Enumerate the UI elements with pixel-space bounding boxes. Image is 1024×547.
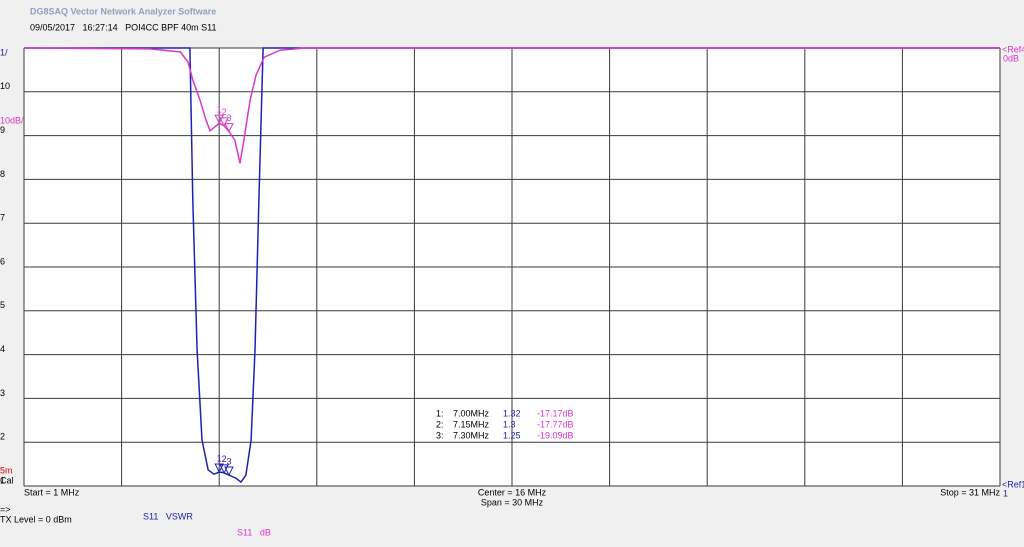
- marker-name: 1: [217, 453, 222, 463]
- marker-vswr: 1.3: [503, 419, 516, 429]
- marker-triangle: [224, 123, 234, 133]
- span-label: Span = 30 MHz: [481, 497, 544, 507]
- app-title: DG8SAQ Vector Network Analyzer Software: [30, 6, 216, 16]
- marker-vswr: 1.32: [503, 408, 521, 418]
- ref-bottom: <Ref1: [1002, 479, 1024, 489]
- arrow: =>: [0, 504, 11, 514]
- ref-bottom-value: 1: [1003, 488, 1008, 498]
- marker-name: 3: [226, 456, 231, 466]
- marker-name: 3: [226, 113, 231, 123]
- y2-tick-label: 0dB: [1003, 53, 1019, 63]
- marker-row-label: 1:: [436, 408, 444, 418]
- marker-db: -19.09dB: [537, 430, 574, 440]
- y2-scale-label: 10dB/: [0, 115, 24, 125]
- y-tick-label: 8: [0, 169, 5, 179]
- y-tick-label: 3: [0, 388, 5, 398]
- trace: [24, 47, 1000, 484]
- info-line: 09/05/2017 16:27:14 POI4CC BPF 40m S11: [30, 22, 216, 32]
- cal-label: Cal: [0, 475, 14, 485]
- marker-row-label: 2:: [436, 419, 444, 429]
- y-tick-label: 7: [0, 213, 5, 223]
- marker-vswr: 1.25: [503, 430, 521, 440]
- legend-entry: S11 VSWR: [143, 511, 193, 521]
- stop-label: Stop = 31 MHz: [940, 487, 1000, 497]
- legend-entry: S11 dB: [237, 527, 271, 537]
- y-tick-label: 1: [0, 475, 5, 485]
- tx-level: TX Level = 0 dBm: [0, 514, 72, 524]
- y-tick-label: 4: [0, 344, 5, 354]
- marker-freq: 7.15MHz: [453, 419, 490, 429]
- y-tick-label: 6: [0, 256, 5, 266]
- marker-name: 2: [222, 454, 227, 464]
- marker-row-label: 3:: [436, 430, 444, 440]
- y-tick-label: 2: [0, 432, 5, 442]
- y-tick-label: 10: [0, 81, 10, 91]
- marker-freq: 7.30MHz: [453, 430, 490, 440]
- ref-top: <Ref4: [1002, 44, 1024, 54]
- marker-freq: 7.00MHz: [453, 408, 490, 418]
- marker-triangle: [219, 117, 229, 127]
- marker-name: 1: [217, 105, 222, 115]
- center-label: Center = 16 MHz: [478, 487, 547, 497]
- y-tick-label: 1/: [0, 47, 8, 57]
- y-tick-label: 9: [0, 125, 5, 135]
- marker-db: -17.17dB: [537, 408, 574, 418]
- marker-name: 2: [222, 107, 227, 117]
- cal-mark: 5m: [0, 465, 13, 475]
- y-tick-label: 5: [0, 300, 5, 310]
- marker-triangle: [224, 466, 234, 477]
- marker-db: -17.77dB: [537, 419, 574, 429]
- start-label: Start = 1 MHz: [24, 487, 80, 497]
